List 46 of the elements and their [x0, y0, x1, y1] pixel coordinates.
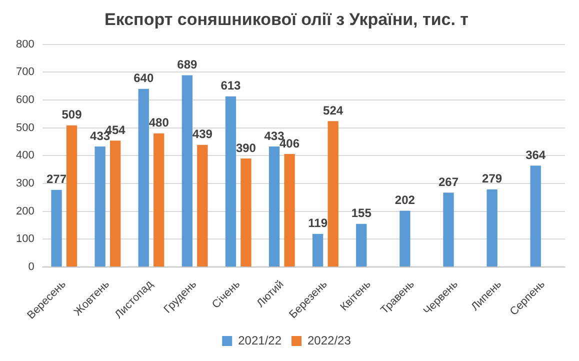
bar: [356, 224, 367, 266]
bar: [66, 125, 78, 266]
bar: [328, 121, 338, 266]
data-label: 640: [134, 71, 154, 86]
data-label: 277: [46, 172, 67, 186]
y-tick-label: 200: [16, 205, 34, 218]
bar: [486, 189, 498, 266]
y-tick-label: 800: [16, 38, 34, 50]
y-tick-label: 500: [16, 122, 34, 134]
data-label: 279: [482, 172, 502, 186]
bar: [530, 166, 541, 266]
data-label: 390: [236, 140, 256, 155]
bar: [182, 75, 193, 266]
bar: [225, 96, 236, 266]
data-label: 267: [438, 174, 459, 189]
data-label: 689: [177, 58, 198, 72]
data-label: 480: [148, 116, 170, 130]
y-tick-label: 600: [16, 94, 34, 106]
bar: [51, 190, 62, 266]
data-label: 524: [323, 103, 344, 118]
legend-label: 2022/23: [308, 333, 352, 348]
bar: [154, 133, 164, 266]
chart-title: Експорт соняшникової олії з України, тис. т: [104, 10, 469, 29]
bar: [443, 192, 454, 266]
y-tick-label: 700: [16, 66, 34, 78]
y-tick-label: 300: [16, 178, 34, 190]
bar: [197, 144, 208, 266]
data-label: 509: [62, 108, 82, 122]
data-label: 155: [351, 206, 372, 220]
bar: [110, 140, 121, 266]
y-tick-label: 0: [28, 260, 34, 273]
bar: [240, 158, 252, 266]
bar: [312, 234, 324, 266]
y-tick-label: 400: [16, 150, 34, 162]
legend-label: 2021/22: [238, 333, 282, 348]
data-label: 119: [308, 216, 328, 230]
bar: [94, 146, 106, 266]
data-label: 439: [192, 127, 213, 142]
data-label: 202: [394, 193, 416, 208]
bar: [400, 210, 410, 266]
data-label: 613: [220, 78, 242, 93]
bar: [268, 146, 280, 266]
data-label: 364: [526, 148, 546, 162]
bar: [138, 88, 149, 266]
y-tick-label: 100: [16, 233, 34, 246]
bar: [284, 154, 295, 266]
